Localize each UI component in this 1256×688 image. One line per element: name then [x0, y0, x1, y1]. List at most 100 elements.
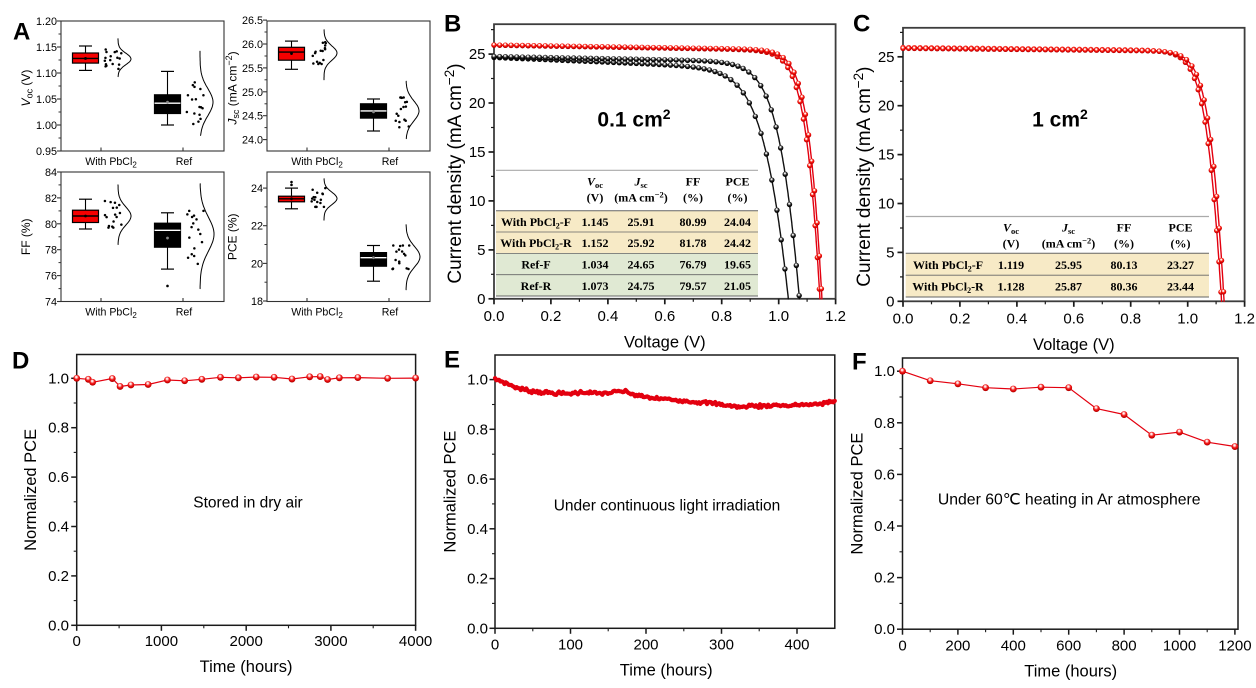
- svg-text:0.8: 0.8: [48, 420, 69, 437]
- svg-text:20: 20: [251, 258, 263, 270]
- svg-text:76.79: 76.79: [680, 258, 707, 272]
- svg-text:23.44: 23.44: [1167, 280, 1194, 294]
- svg-text:Voc: Voc: [587, 175, 603, 191]
- svg-text:Under 60℃ heating in Ar atmosp: Under 60℃ heating in Ar atmosphere: [938, 492, 1201, 509]
- svg-text:Time (hours): Time (hours): [1024, 663, 1117, 681]
- svg-text:Normalized PCE: Normalized PCE: [849, 433, 867, 555]
- svg-text:1.0: 1.0: [467, 372, 488, 389]
- svg-text:E: E: [444, 347, 460, 374]
- svg-text:200: 200: [633, 637, 658, 654]
- svg-text:3000: 3000: [314, 633, 347, 650]
- svg-text:1000: 1000: [145, 633, 178, 650]
- svg-text:FF (%): FF (%): [19, 218, 33, 255]
- svg-text:With PbCl2-R: With PbCl2-R: [500, 236, 572, 252]
- svg-text:24.04: 24.04: [724, 215, 751, 229]
- svg-text:Ref: Ref: [382, 156, 399, 168]
- svg-text:25.87: 25.87: [1055, 280, 1082, 294]
- svg-text:0: 0: [898, 638, 906, 655]
- svg-text:100: 100: [558, 637, 583, 654]
- svg-text:Time (hours): Time (hours): [620, 662, 713, 680]
- svg-text:0.2: 0.2: [540, 308, 561, 325]
- svg-text:26.5: 26.5: [242, 15, 263, 27]
- svg-text:19.65: 19.65: [724, 258, 751, 272]
- svg-text:0.8: 0.8: [711, 308, 732, 325]
- svg-text:Current density (mA cm−2): Current density (mA cm−2): [851, 66, 875, 286]
- svg-text:24.42: 24.42: [724, 236, 751, 250]
- svg-text:0.0: 0.0: [484, 308, 505, 325]
- svg-text:0.0: 0.0: [467, 620, 488, 637]
- svg-text:Ref: Ref: [176, 306, 193, 318]
- svg-text:4000: 4000: [399, 633, 432, 650]
- svg-text:0.4: 0.4: [597, 308, 618, 325]
- svg-text:80.99: 80.99: [680, 215, 707, 229]
- svg-text:(%): (%): [683, 190, 703, 204]
- svg-text:78: 78: [45, 245, 57, 257]
- svg-text:1.0: 1.0: [768, 308, 789, 325]
- svg-text:Jsc: Jsc: [633, 175, 647, 191]
- svg-text:1.152: 1.152: [582, 236, 609, 250]
- svg-text:FF: FF: [686, 175, 701, 189]
- svg-text:25.92: 25.92: [628, 236, 655, 250]
- svg-text:10: 10: [469, 193, 486, 210]
- svg-text:(mA cm−2): (mA cm−2): [1042, 235, 1095, 250]
- svg-text:22: 22: [251, 221, 263, 233]
- svg-text:Current density (mA cm−2): Current density (mA cm−2): [442, 63, 466, 283]
- svg-text:25.91: 25.91: [628, 215, 655, 229]
- svg-text:74: 74: [45, 297, 57, 309]
- svg-text:400: 400: [784, 637, 809, 654]
- svg-text:0.2: 0.2: [874, 570, 895, 587]
- svg-text:1.145: 1.145: [582, 215, 609, 229]
- svg-text:80.36: 80.36: [1111, 280, 1138, 294]
- svg-text:(%): (%): [728, 190, 748, 204]
- svg-text:0.2: 0.2: [949, 310, 970, 327]
- svg-text:80: 80: [45, 219, 57, 231]
- svg-text:0.4: 0.4: [1006, 310, 1027, 327]
- svg-text:(V): (V): [1003, 236, 1020, 250]
- svg-text:800: 800: [1112, 638, 1137, 655]
- svg-text:With PbCl2: With PbCl2: [291, 306, 343, 320]
- svg-text:24: 24: [251, 183, 263, 195]
- svg-text:10: 10: [878, 196, 895, 213]
- svg-text:With PbCl2: With PbCl2: [85, 306, 137, 320]
- svg-text:0.8: 0.8: [467, 421, 488, 438]
- svg-text:0.4: 0.4: [48, 519, 69, 536]
- svg-text:25: 25: [469, 46, 486, 63]
- svg-text:600: 600: [1056, 638, 1081, 655]
- svg-text:B: B: [444, 11, 461, 38]
- svg-text:18: 18: [251, 296, 263, 308]
- svg-text:Voc (V): Voc (V): [19, 70, 35, 107]
- svg-text:25: 25: [878, 49, 895, 66]
- svg-text:24.5: 24.5: [242, 111, 263, 123]
- svg-text:A: A: [13, 19, 30, 46]
- svg-text:D: D: [12, 348, 29, 375]
- svg-text:0.95: 0.95: [36, 146, 57, 158]
- svg-text:20: 20: [878, 98, 895, 115]
- svg-text:300: 300: [709, 637, 734, 654]
- svg-text:0: 0: [886, 293, 894, 310]
- svg-text:0.2: 0.2: [467, 571, 488, 588]
- svg-text:1000: 1000: [1163, 638, 1196, 655]
- svg-text:76: 76: [45, 271, 57, 283]
- svg-text:400: 400: [1001, 638, 1026, 655]
- svg-text:F: F: [852, 349, 867, 376]
- svg-text:200: 200: [945, 638, 970, 655]
- svg-text:Stored in dry air: Stored in dry air: [193, 495, 302, 512]
- svg-text:1.00: 1.00: [36, 120, 57, 132]
- svg-text:1.10: 1.10: [36, 68, 57, 80]
- svg-text:0.6: 0.6: [874, 466, 895, 483]
- svg-text:25.95: 25.95: [1055, 258, 1082, 272]
- svg-text:Ref-F: Ref-F: [521, 258, 550, 272]
- svg-text:Voc: Voc: [1003, 221, 1019, 237]
- svg-text:1.05: 1.05: [36, 94, 57, 106]
- svg-text:0.8: 0.8: [874, 415, 895, 432]
- svg-text:81.78: 81.78: [680, 236, 707, 250]
- svg-text:Voltage (V): Voltage (V): [624, 334, 706, 352]
- svg-text:Ref-R: Ref-R: [521, 279, 552, 293]
- svg-text:0.4: 0.4: [467, 521, 488, 538]
- svg-text:0.2: 0.2: [48, 568, 69, 585]
- svg-text:0.6: 0.6: [654, 308, 675, 325]
- svg-text:0.6: 0.6: [48, 469, 69, 486]
- svg-text:5: 5: [886, 244, 894, 261]
- svg-text:Time (hours): Time (hours): [200, 658, 293, 676]
- svg-text:5: 5: [477, 242, 485, 259]
